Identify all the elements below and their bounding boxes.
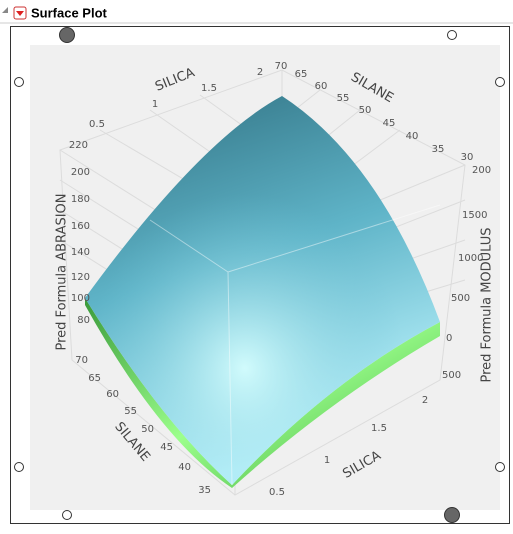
tick-label: 200: [472, 165, 491, 176]
tick-label: 500: [442, 370, 461, 381]
resize-handle[interactable]: [62, 510, 72, 520]
tick-label: 65: [295, 69, 308, 80]
tick-label: 0: [446, 333, 452, 344]
tick-label: 60: [106, 389, 119, 400]
tick-label: 55: [124, 406, 137, 417]
resize-handle[interactable]: [495, 462, 505, 472]
tick-label: 0.5: [89, 119, 105, 130]
tick-label: 140: [71, 247, 90, 258]
header-title: Surface Plot: [31, 5, 108, 20]
tick-label: 65: [88, 373, 101, 384]
rotate-handle[interactable]: [59, 27, 75, 43]
tick-label: 200: [71, 167, 90, 178]
surface-crosshair: [149, 204, 441, 486]
tick-label: 45: [383, 118, 396, 129]
tick-label: 35: [432, 144, 445, 155]
tick-label: 1: [324, 455, 330, 466]
tick-label: 30: [461, 152, 474, 163]
rotate-handle[interactable]: [444, 507, 460, 523]
tick-label: 2: [257, 67, 263, 78]
tick-label: 1: [152, 99, 158, 110]
resize-handle[interactable]: [14, 77, 24, 87]
outline-toggle[interactable]: [2, 7, 8, 13]
tick-label: 0.5: [269, 487, 285, 498]
tick-label: 40: [406, 131, 419, 142]
tick-label: 70: [275, 61, 288, 72]
header-bar: [0, 3, 513, 23]
tick-label: 55: [337, 93, 350, 104]
tick-label: 1.5: [371, 423, 387, 434]
axis-label: Pred Formula MODULUS: [480, 227, 495, 382]
tick-label: 80: [77, 315, 90, 326]
tick-label: 50: [141, 424, 154, 435]
tick-label: 1500: [462, 210, 487, 221]
tick-label: 220: [69, 140, 88, 151]
resize-handles: [14, 30, 505, 520]
surface-highlight: [85, 96, 440, 485]
tick-label: 1.5: [201, 83, 217, 94]
tick-label: 60: [315, 81, 328, 92]
resize-handle[interactable]: [495, 77, 505, 87]
tick-label: 35: [198, 485, 211, 496]
tick-label: 120: [71, 272, 90, 283]
axis-label: Pred Formula ABRASION: [55, 193, 70, 350]
resize-handle[interactable]: [447, 30, 457, 40]
tick-label: 1000: [458, 253, 483, 264]
tick-label: 500: [451, 293, 470, 304]
tick-label: 40: [178, 462, 191, 473]
menu-arrow: [16, 11, 24, 16]
tick-label: 50: [359, 105, 372, 116]
tick-label: 160: [71, 221, 90, 232]
resize-handle[interactable]: [14, 462, 24, 472]
tick-label: 180: [71, 194, 90, 205]
tick-label: 100: [71, 293, 90, 304]
tick-label: 2: [422, 395, 428, 406]
tick-label: 70: [75, 355, 88, 366]
tick-label: 45: [160, 442, 173, 453]
